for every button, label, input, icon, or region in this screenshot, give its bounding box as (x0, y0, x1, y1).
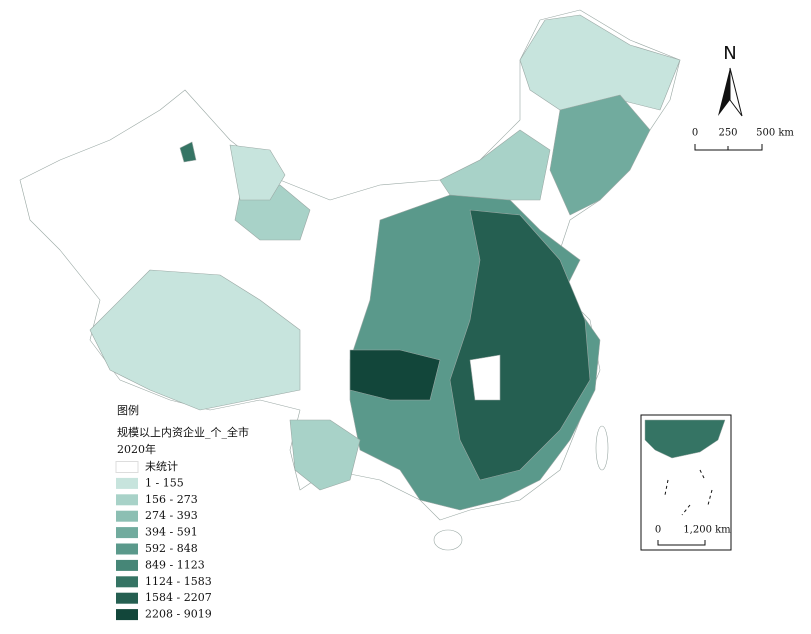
legend-swatch (116, 592, 138, 604)
region (289, 419, 361, 491)
region (469, 354, 501, 401)
legend-label: 592 - 848 (145, 542, 198, 555)
island (595, 425, 609, 471)
legend-swatch (116, 527, 138, 539)
legend-swatch (116, 576, 138, 588)
legend-swatch (116, 510, 138, 522)
legend-swatch (115, 461, 139, 473)
scale-line (694, 144, 763, 151)
legend-subtitle: 规模以上内资企业_个_全市 (117, 425, 249, 439)
scale-label: 250 (718, 128, 737, 139)
legend-swatch (116, 494, 138, 506)
legend-swatch (116, 559, 138, 571)
inset-region (644, 419, 726, 459)
legend-swatch (116, 477, 138, 489)
scale-label: 500 km (756, 128, 794, 139)
region (179, 141, 197, 163)
legend-swatch (116, 543, 138, 555)
inset-scale-label: 0 (655, 525, 661, 536)
island (433, 529, 463, 551)
legend-label: 156 - 273 (145, 493, 198, 506)
legend-title: 图例 (117, 403, 139, 417)
china-map (19, 9, 681, 551)
region (89, 269, 301, 411)
region (449, 209, 591, 481)
arrow-left (718, 68, 730, 116)
legend-label: 1584 - 2207 (145, 591, 212, 604)
inset-boundary (664, 469, 713, 516)
legend-label: 1124 - 1583 (145, 575, 212, 588)
legend-swatch (116, 609, 138, 621)
legend-label: 274 - 393 (145, 509, 198, 522)
legend-label: 1 - 155 (145, 476, 184, 489)
north-arrow: N (718, 43, 743, 117)
scale-label: 0 (692, 128, 698, 139)
scale-bar: 0 250 500 km (692, 128, 794, 151)
arrow-right (729, 67, 743, 117)
legend-year: 2020年 (117, 442, 156, 456)
inset-scale-line (657, 540, 706, 546)
legend-label: 2208 - 9019 (145, 608, 212, 621)
legend-label: 未统计 (145, 460, 178, 473)
inset-scale-label: 1,200 km (683, 525, 731, 536)
region (349, 349, 441, 401)
legend-label: 394 - 591 (145, 526, 198, 539)
inset-map: 0 1,200 km (640, 414, 732, 551)
legend-label: 849 - 1123 (145, 558, 205, 571)
region (549, 94, 651, 216)
region (519, 14, 681, 111)
region (229, 144, 286, 201)
north-label: N (723, 43, 736, 64)
legend: 图例 规模以上内资企业_个_全市 2020年 未统计 1 - 155 156 - 2… (115, 403, 249, 621)
